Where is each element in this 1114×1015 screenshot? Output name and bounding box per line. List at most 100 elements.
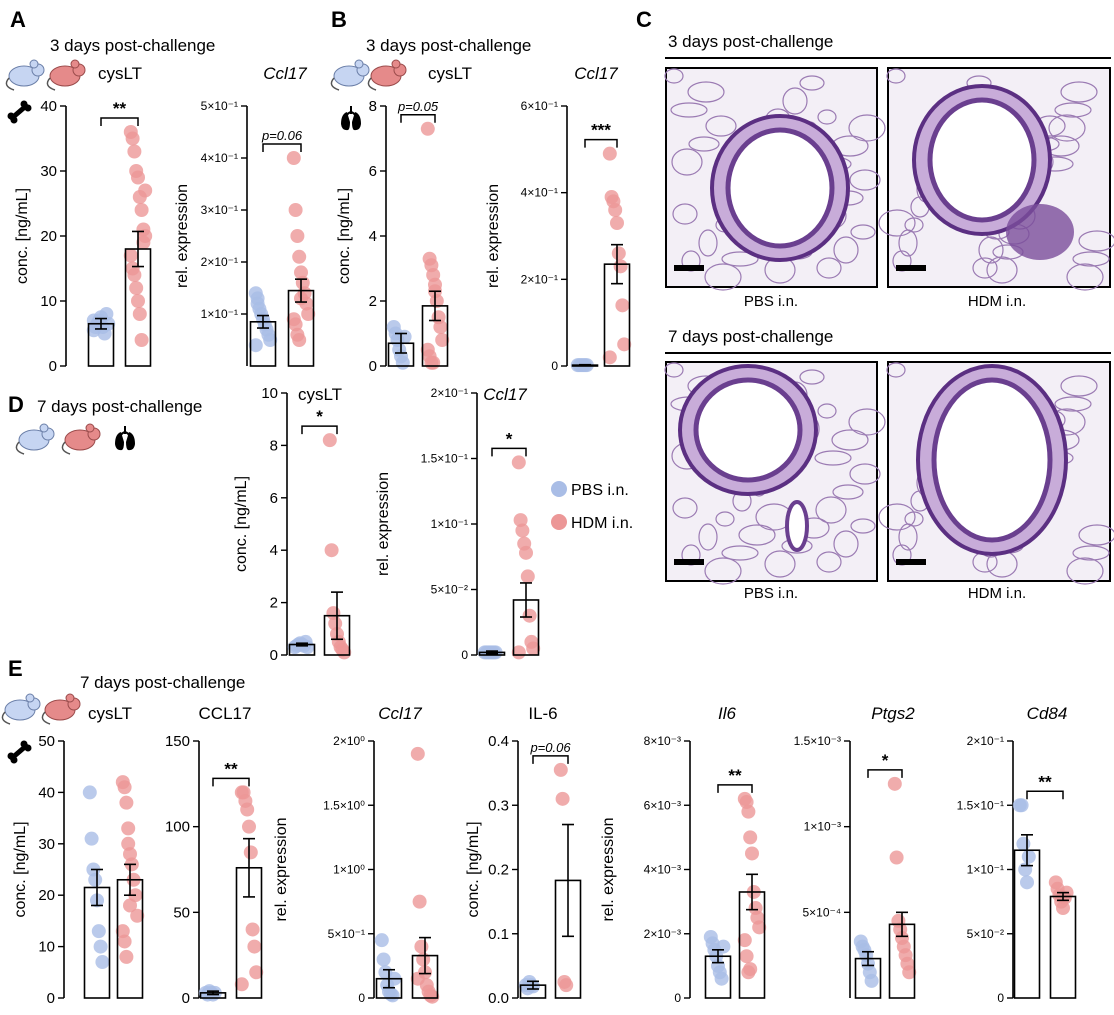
- data-point: [608, 203, 623, 217]
- y-tick-label: 2×10⁻¹: [201, 255, 238, 269]
- data-point: [292, 333, 307, 347]
- data-point: [435, 333, 450, 347]
- y-tick-label: 0.3: [488, 797, 509, 814]
- alveolus: [1066, 557, 1104, 585]
- alveolus: [671, 148, 703, 176]
- y-tick-label: 0.2: [488, 862, 509, 879]
- data-point: [610, 216, 624, 230]
- data-point: [743, 830, 758, 845]
- y-tick-label: 4×10⁻³: [644, 863, 681, 877]
- alveolus: [1078, 524, 1114, 546]
- y-tick-label: 4×10⁻¹: [201, 151, 238, 165]
- scale-bar: [896, 265, 926, 271]
- alveolus: [1066, 263, 1104, 291]
- panel-c-title-bottom: 7 days post-challenge: [668, 327, 833, 346]
- data-point: [889, 850, 904, 865]
- y-axis-label: rel. expression: [273, 817, 290, 921]
- legend: PBS i.n. HDM i.n.: [551, 481, 633, 532]
- data-point: [82, 785, 97, 800]
- y-tick-label: 8: [270, 437, 278, 454]
- alveolus: [664, 68, 684, 84]
- alveolus: [848, 114, 886, 142]
- alveolus: [1078, 230, 1114, 252]
- y-tick-label: 8: [369, 98, 377, 115]
- chart-title: cysLT: [88, 704, 132, 723]
- data-point: [119, 949, 134, 964]
- y-tick-label: 2×10⁰: [333, 734, 365, 748]
- lung-icon: [114, 425, 136, 452]
- y-tick-label: 100: [165, 819, 190, 836]
- alveolus: [705, 115, 737, 137]
- mouse-icon: [41, 693, 81, 725]
- significance-bracket: [867, 769, 903, 778]
- data-point: [416, 952, 431, 967]
- alveolus: [698, 523, 718, 551]
- scale-bar: [896, 559, 926, 565]
- y-tick-label: 5×10⁻²: [431, 583, 468, 597]
- scale-bar: [674, 559, 704, 565]
- y-tick-label: 40: [38, 784, 55, 801]
- significance-label: **: [1038, 772, 1052, 791]
- data-point: [328, 616, 343, 631]
- y-tick-label: 0: [674, 991, 681, 1005]
- alveolus: [978, 236, 1004, 264]
- data-point: [134, 333, 149, 347]
- significance-bracket: [584, 138, 618, 148]
- significance-bracket: [262, 143, 302, 152]
- mouse-icon: [1, 693, 41, 725]
- y-tick-label: 0: [47, 990, 55, 1007]
- data-point: [91, 924, 106, 939]
- chart-title: Ccl17: [378, 704, 422, 723]
- y-tick-label: 4×10⁻¹: [521, 186, 558, 200]
- alveolus: [816, 551, 842, 573]
- data-point: [250, 296, 265, 311]
- y-tick-label: 6: [270, 490, 278, 507]
- y-tick-label: 2×10⁻¹: [431, 386, 468, 400]
- significance-bracket: [491, 447, 527, 457]
- panel-c-title-top: 3 days post-challenge: [668, 32, 833, 51]
- data-point: [426, 355, 441, 370]
- data-point: [743, 962, 758, 977]
- data-point: [520, 569, 535, 584]
- alveolus: [1060, 375, 1098, 397]
- alveolus: [704, 557, 742, 585]
- data-point: [127, 144, 142, 159]
- significance-bracket: [100, 117, 139, 126]
- data-point: [243, 845, 258, 860]
- y-tick-label: 1×10⁰: [333, 863, 365, 877]
- data-point: [294, 265, 308, 280]
- alveolus: [782, 87, 808, 115]
- alveolus: [738, 524, 776, 546]
- y-tick-label: 1×10⁻¹: [201, 307, 238, 321]
- data-point: [1018, 862, 1033, 877]
- y-tick-label: 3×10⁻¹: [201, 203, 238, 217]
- alveolus: [815, 496, 847, 524]
- y-tick-label: 1×10⁻¹: [431, 517, 468, 531]
- data-point: [131, 294, 145, 308]
- alveolus: [849, 169, 881, 191]
- significance-label: p=0.05: [397, 99, 439, 114]
- data-point: [1020, 875, 1034, 890]
- chart-title: Il6: [718, 704, 737, 723]
- y-axis-label: rel. expression: [485, 184, 502, 288]
- data-point: [410, 971, 425, 986]
- data-point: [741, 804, 756, 819]
- inflammatory-infiltrate: [1006, 204, 1074, 260]
- alveolus: [817, 109, 837, 125]
- alveolus: [1054, 102, 1092, 118]
- data-point: [121, 821, 136, 836]
- panel-label-a: A: [10, 7, 26, 32]
- y-tick-label: 1.5×10⁻³: [794, 734, 841, 748]
- histology-image: [664, 67, 886, 291]
- alveolus: [1072, 251, 1110, 267]
- alveolus: [698, 229, 718, 257]
- y-tick-label: 10: [261, 385, 278, 402]
- chart-title: CCL17: [199, 704, 252, 723]
- data-point: [300, 640, 315, 655]
- chart-title: IL-6: [528, 704, 557, 723]
- data-point: [522, 608, 537, 623]
- data-point: [515, 523, 530, 538]
- significance-label: *: [316, 407, 323, 426]
- data-point: [322, 433, 337, 448]
